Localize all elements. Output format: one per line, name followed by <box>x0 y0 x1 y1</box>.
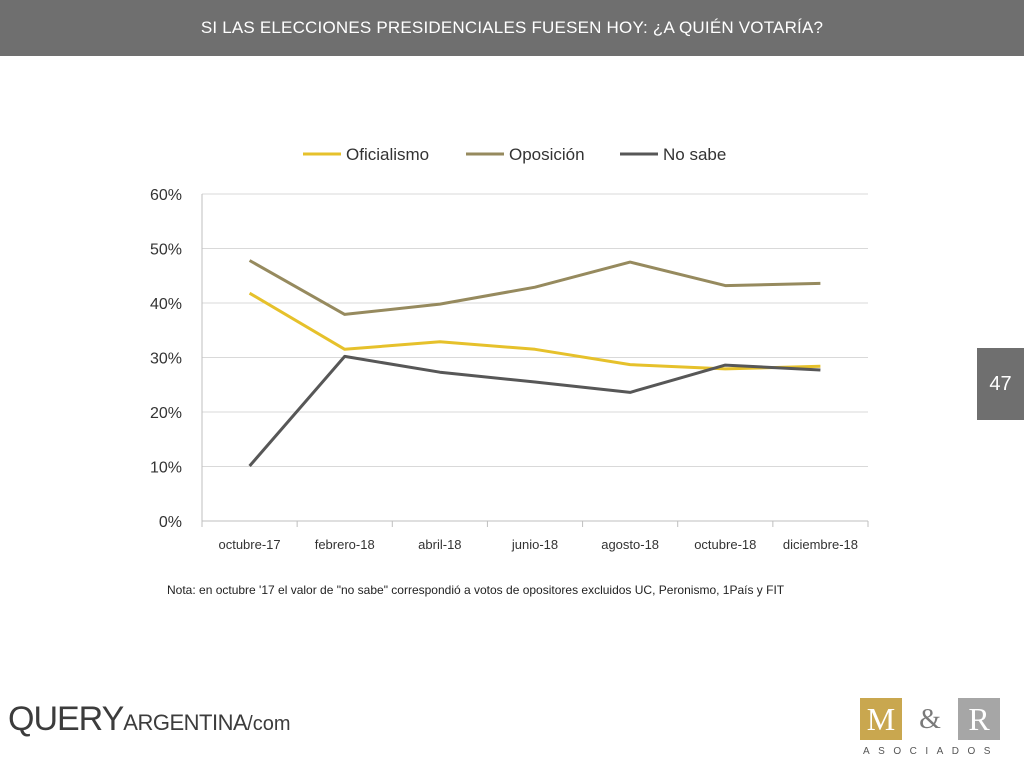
chart-legend: Oficialismo Oposición No sabe <box>303 145 726 164</box>
y-tick-label: 0% <box>159 514 182 531</box>
mr-asociados-logo: M & R ASOCIADOS <box>860 698 1002 760</box>
y-tick-label: 10% <box>150 460 182 477</box>
chart-grid <box>202 193 868 467</box>
x-tick-label: octubre-18 <box>694 537 756 552</box>
logo-mr-r: R <box>958 698 1000 740</box>
x-tick-label: junio-18 <box>511 537 558 552</box>
header-bar: SI LAS ELECCIONES PRESIDENCIALES FUESEN … <box>0 0 1024 56</box>
query-argentina-logo: QUERY ARGENTINA /com <box>8 702 291 736</box>
x-tick-label: octubre-17 <box>218 537 280 552</box>
logo-query-main: QUERY <box>8 700 124 738</box>
x-tick-label: diciembre-18 <box>783 537 858 552</box>
y-tick-label: 60% <box>150 187 182 204</box>
legend-label: No sabe <box>663 145 726 164</box>
x-tick-label: agosto-18 <box>601 537 659 552</box>
y-tick-label: 40% <box>150 296 182 313</box>
series-line-oposición <box>248 259 821 316</box>
y-tick-label: 20% <box>150 405 182 422</box>
page-number: 47 <box>977 348 1024 420</box>
logo-mr-sub: ASOCIADOS <box>863 746 999 757</box>
y-tick-label: 50% <box>150 242 182 259</box>
logo-mr-m: M <box>860 698 902 740</box>
x-tick-label: abril-18 <box>418 537 461 552</box>
series-line-no-sabe <box>248 354 821 467</box>
page-title: SI LAS ELECCIONES PRESIDENCIALES FUESEN … <box>200 18 824 37</box>
chart-note: Nota: en octubre '17 el valor de "no sab… <box>167 583 785 597</box>
x-tick-label: febrero-18 <box>315 537 375 552</box>
y-tick-label: 30% <box>150 351 182 368</box>
series-line-oficialismo <box>248 291 821 371</box>
chart-axes: 0% 10% 20% 30% 40% 50% 60% octubre-17 febrero-18… <box>150 187 869 552</box>
legend-label: Oposición <box>509 145 585 164</box>
chart-series <box>248 259 821 467</box>
logo-query-sub: ARGENTINA <box>123 710 248 735</box>
legend-label: Oficialismo <box>346 145 429 164</box>
logo-query-domain: /com <box>247 713 291 735</box>
logo-mr-amp: & <box>919 704 941 735</box>
